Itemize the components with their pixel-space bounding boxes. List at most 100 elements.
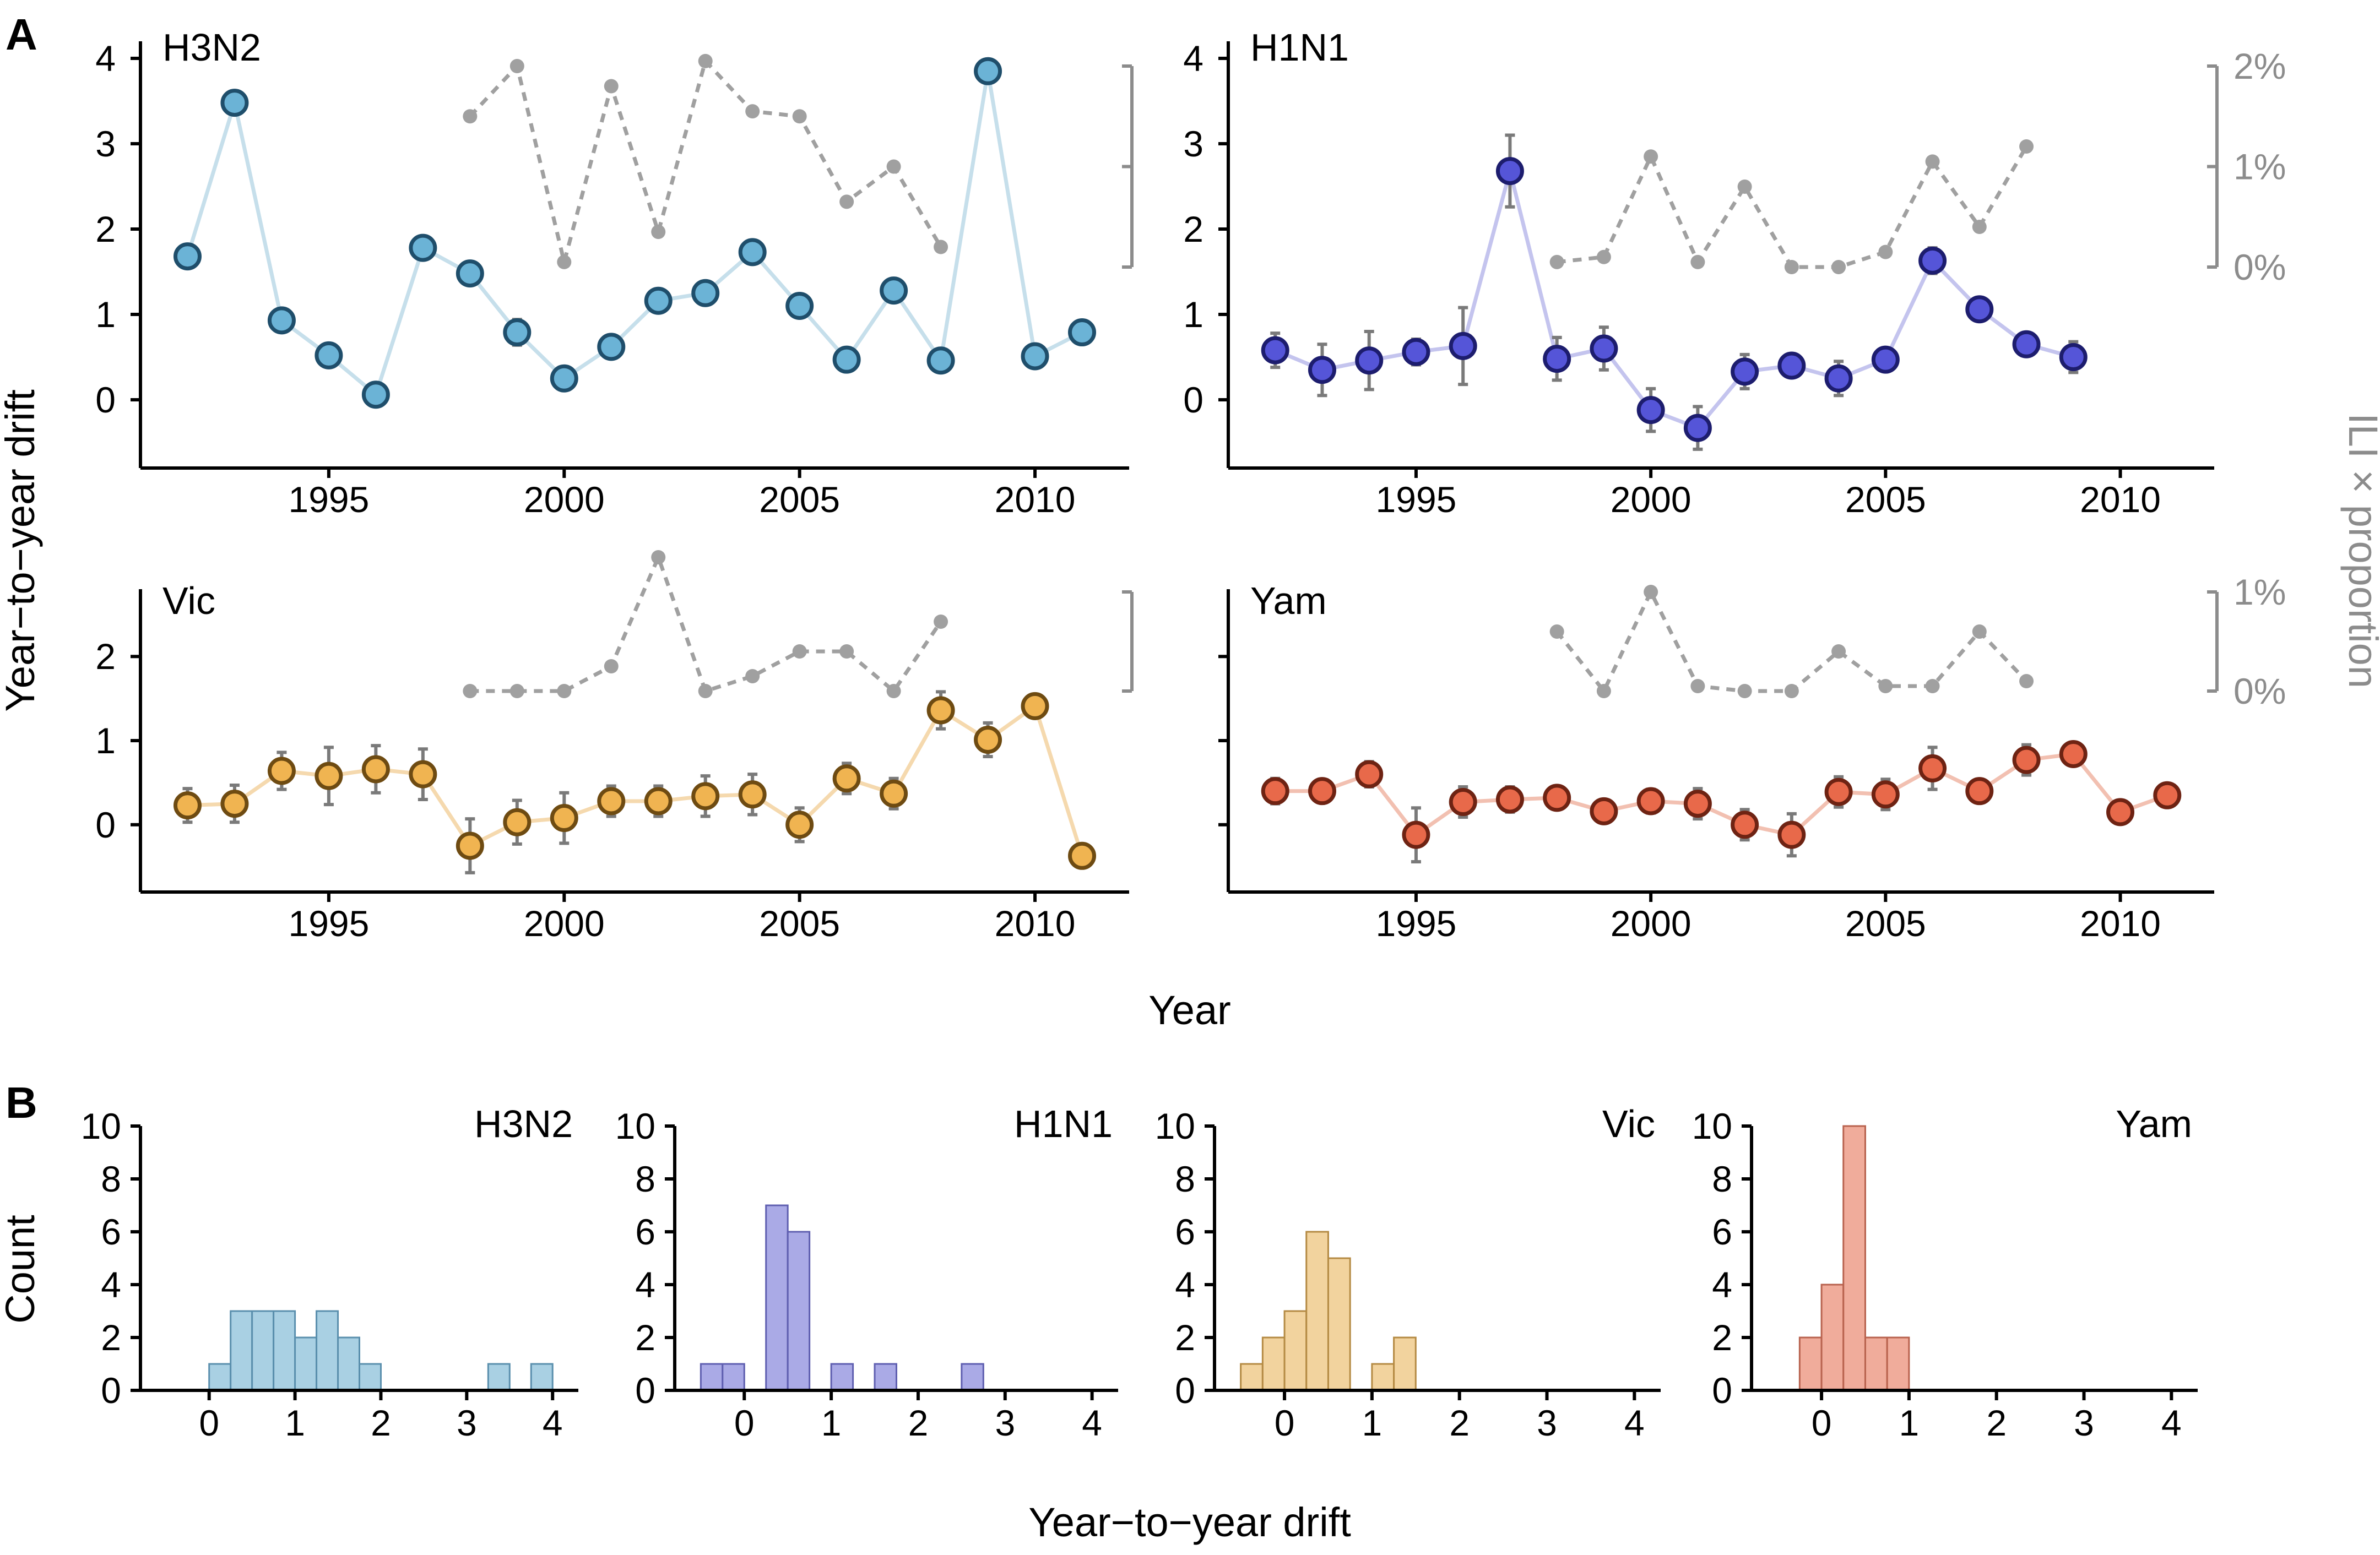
ili-point xyxy=(886,684,901,698)
drift-point xyxy=(1261,336,1289,365)
ili-point xyxy=(886,159,901,174)
x-tick-label: 4 xyxy=(2161,1402,2182,1443)
drift-point xyxy=(503,318,532,347)
drift-point xyxy=(1495,785,1524,814)
x-tick-label: 2005 xyxy=(1845,903,1926,944)
histogram-bar xyxy=(230,1310,253,1391)
drift-point xyxy=(409,760,437,789)
drift-point xyxy=(456,259,484,288)
x-tick-label: 2005 xyxy=(759,903,840,944)
x-tick-label: 4 xyxy=(1082,1402,1102,1443)
ili-point xyxy=(745,669,760,683)
drift-point xyxy=(974,57,1002,85)
ili-point xyxy=(604,659,619,673)
x-tick-label: 0 xyxy=(199,1402,219,1443)
histogram-bar xyxy=(830,1363,854,1391)
ili-point xyxy=(1737,684,1752,698)
x-tick-label: 2000 xyxy=(1611,479,1692,520)
drift-point xyxy=(738,780,767,809)
drift-point xyxy=(597,787,626,815)
ili-point xyxy=(1878,244,1893,259)
ili-point xyxy=(1972,624,1987,639)
y-tick-label: 0 xyxy=(1183,379,1203,420)
drift-point xyxy=(220,89,249,117)
x-tick-label: 4 xyxy=(1624,1402,1645,1443)
drift-point xyxy=(1543,345,1571,373)
histogram-bar xyxy=(1886,1336,1910,1391)
drift-point xyxy=(1402,338,1430,366)
drift-point xyxy=(644,787,673,815)
ili-point xyxy=(1784,684,1799,698)
subplot-title: Yam xyxy=(1250,579,1327,622)
drift-point xyxy=(267,757,296,785)
ili-point xyxy=(934,240,948,254)
ili-line xyxy=(470,552,942,694)
ili-point xyxy=(1925,154,1940,169)
y-tick-label: 6 xyxy=(101,1211,121,1252)
y-tick-label: 1 xyxy=(95,294,116,335)
drift-point xyxy=(315,341,343,369)
drift-point xyxy=(1449,331,1477,360)
histogram-bar xyxy=(961,1363,984,1391)
histogram-vic: 0 2 4 6 8 10 0 1 2 3 4 Vic xyxy=(1155,1102,1661,1443)
ili-point xyxy=(1690,254,1705,269)
y-tick-label: 4 xyxy=(1183,38,1203,79)
y-tick-label: 6 xyxy=(1712,1211,1732,1252)
drift-point xyxy=(550,364,578,393)
y-tick-label: 0 xyxy=(95,379,116,420)
histogram-h1n1: 0 2 4 6 8 10 0 1 2 3 4 H1N1 xyxy=(615,1102,1118,1443)
histogram-bar xyxy=(1327,1257,1351,1391)
y-tick-label: 10 xyxy=(81,1106,121,1146)
drift-point xyxy=(1636,396,1665,425)
y-tick-label: 1 xyxy=(95,720,116,761)
drift-point xyxy=(1308,777,1336,806)
y-tick-label: 0 xyxy=(635,1370,655,1411)
y-tick-label: 8 xyxy=(1175,1159,1195,1199)
drift-point xyxy=(738,238,767,267)
drift-point xyxy=(1636,787,1665,815)
drift-point xyxy=(220,790,249,818)
drift-point xyxy=(1068,318,1097,347)
y-tick-label: 10 xyxy=(1692,1106,1732,1146)
x-tick-label: 1 xyxy=(1362,1402,1383,1443)
drift-point xyxy=(550,804,578,833)
ili-point xyxy=(1737,180,1752,194)
drift-point xyxy=(1355,346,1384,375)
drift-point xyxy=(785,292,814,320)
drift-point xyxy=(644,286,673,315)
drift-point xyxy=(974,725,1002,754)
ili-tick-label: 1% xyxy=(2233,146,2286,187)
ili-point xyxy=(1878,679,1893,693)
line-chart-yam: 1995 2000 2005 2010 Yam 1% 0% xyxy=(1218,572,2286,944)
drift-point xyxy=(2106,798,2135,827)
drift-point xyxy=(1590,334,1618,363)
drift-point xyxy=(1495,157,1524,186)
x-tick-label: 0 xyxy=(1275,1402,1295,1443)
subplot-title: Yam xyxy=(2116,1102,2192,1145)
drift-point xyxy=(1871,780,1900,809)
panel-b-y-axis-label: Count xyxy=(0,1215,43,1324)
histogram-bar xyxy=(487,1363,511,1391)
ili-tick-label: 1% xyxy=(2233,572,2286,612)
histogram-bar xyxy=(1305,1231,1329,1391)
y-tick-label: 0 xyxy=(1175,1370,1195,1411)
drift-point xyxy=(456,831,484,860)
ili-point xyxy=(745,104,760,119)
histogram-bar xyxy=(1393,1336,1417,1391)
y-tick-label: 4 xyxy=(101,1264,121,1305)
x-tick-label: 1995 xyxy=(1376,479,1457,520)
histogram-bar xyxy=(294,1336,318,1391)
x-tick-label: 2000 xyxy=(524,479,605,520)
drift-point xyxy=(1449,788,1477,817)
y-tick-label: 6 xyxy=(635,1211,655,1252)
x-tick-label: 2000 xyxy=(1611,903,1692,944)
drift-point xyxy=(1824,778,1853,806)
y-tick-label: 0 xyxy=(101,1370,121,1411)
drift-point xyxy=(1355,760,1384,789)
drift-point xyxy=(1871,345,1900,374)
panel-a-right-axis-label: ILI × proportion xyxy=(2340,413,2380,688)
y-tick-label: 4 xyxy=(635,1264,655,1305)
x-tick-label: 0 xyxy=(1812,1402,1832,1443)
ili-point xyxy=(1596,684,1611,698)
